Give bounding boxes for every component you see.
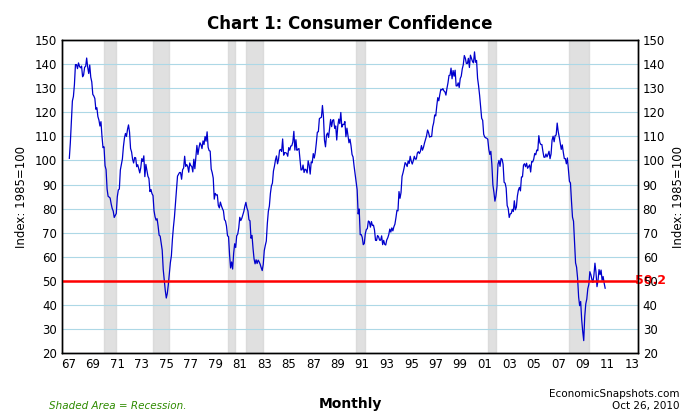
- Text: EconomicSnapshots.com
Oct 26, 2010: EconomicSnapshots.com Oct 26, 2010: [549, 389, 679, 411]
- Bar: [569, 40, 589, 353]
- Text: 50.2: 50.2: [636, 274, 666, 287]
- Bar: [488, 40, 496, 353]
- Bar: [246, 40, 263, 353]
- Bar: [153, 40, 169, 353]
- Bar: [228, 40, 234, 353]
- Bar: [356, 40, 365, 353]
- Text: Monthly: Monthly: [318, 397, 382, 411]
- Bar: [104, 40, 116, 353]
- Text: Shaded Area = Recession.: Shaded Area = Recession.: [49, 401, 186, 411]
- Y-axis label: Index: 1985=100: Index: 1985=100: [15, 146, 28, 248]
- Title: Chart 1: Consumer Confidence: Chart 1: Consumer Confidence: [207, 15, 493, 33]
- Y-axis label: Index: 1985=100: Index: 1985=100: [672, 146, 685, 248]
